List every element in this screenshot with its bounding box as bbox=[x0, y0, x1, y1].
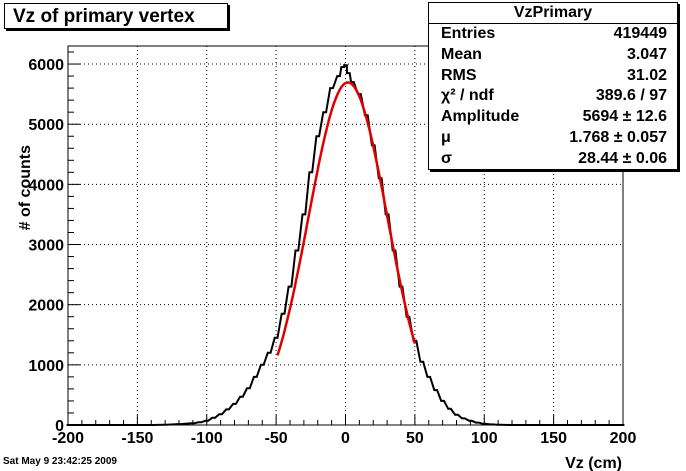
stats-value: 3.047 bbox=[626, 45, 667, 63]
stats-row: Mean 3.047 bbox=[429, 45, 677, 66]
x-axis-label: Vz (cm) bbox=[565, 455, 622, 471]
y-tick-label: 2000 bbox=[28, 298, 64, 315]
x-tick-label: 50 bbox=[406, 430, 424, 447]
stats-box: VzPrimary Entries 419449 Mean 3.047 RMS 31.02… bbox=[428, 2, 678, 170]
stats-value: 419449 bbox=[613, 25, 667, 42]
stats-value: 31.02 bbox=[626, 66, 667, 84]
stats-rows: Entries 419449 Mean 3.047 RMS 31.02 χ² / ndf 38… bbox=[429, 24, 677, 170]
x-tick-label: -100 bbox=[191, 430, 223, 447]
stats-value: 28.44 ± 0.06 bbox=[578, 149, 667, 167]
stats-name: VzPrimary bbox=[429, 3, 677, 24]
stats-row: Amplitude 5694 ± 12.6 bbox=[429, 107, 677, 128]
y-tick-label: 3000 bbox=[28, 238, 64, 255]
y-tick-label: 0 bbox=[55, 418, 64, 435]
stats-label: Entries bbox=[441, 25, 496, 42]
stats-row: χ² / ndf 389.6 / 97 bbox=[429, 86, 677, 107]
timestamp-footer: Sat May 9 23:42:25 2009 bbox=[3, 456, 117, 467]
y-tick-label: 1000 bbox=[28, 358, 64, 375]
gaussian-fit-line bbox=[276, 81, 417, 356]
histogram-series bbox=[66, 64, 625, 426]
stats-label: σ bbox=[441, 149, 452, 167]
x-tick-label: 0 bbox=[341, 430, 350, 447]
stats-value: 1.768 ± 0.057 bbox=[569, 128, 667, 146]
tick-labels: -200 -150 -100 -50 0 50 100 150 2000100020003000… bbox=[28, 57, 636, 447]
y-axis-label: # of counts bbox=[17, 145, 34, 230]
stats-row: Entries 419449 bbox=[429, 24, 677, 45]
y-tick-label: 4000 bbox=[28, 177, 64, 194]
fit-series bbox=[276, 81, 417, 356]
stats-value: 5694 ± 12.6 bbox=[582, 108, 667, 126]
chart-title: Vz of primary vertex bbox=[4, 3, 228, 29]
stats-label: Amplitude bbox=[441, 108, 520, 126]
axes bbox=[67, 45, 624, 426]
y-tick-label: 6000 bbox=[28, 57, 64, 74]
stats-label: χ² / ndf bbox=[441, 87, 494, 105]
stats-label: RMS bbox=[441, 66, 477, 84]
x-tick-label: 150 bbox=[540, 430, 567, 447]
y-tick-label: 5000 bbox=[28, 117, 64, 134]
stats-row: σ 28.44 ± 0.06 bbox=[429, 149, 677, 170]
x-tick-label: 200 bbox=[610, 430, 637, 447]
stats-label: Mean bbox=[441, 45, 482, 63]
x-tick-label: -200 bbox=[52, 430, 84, 447]
histogram-line bbox=[66, 64, 625, 426]
x-tick-label: -50 bbox=[265, 430, 288, 447]
x-tick-label: 100 bbox=[471, 430, 498, 447]
stats-value: 389.6 / 97 bbox=[595, 87, 667, 105]
stats-row: RMS 31.02 bbox=[429, 66, 677, 87]
stats-label: μ bbox=[441, 128, 451, 146]
x-tick-label: -150 bbox=[121, 430, 153, 447]
stats-row: μ 1.768 ± 0.057 bbox=[429, 128, 677, 149]
